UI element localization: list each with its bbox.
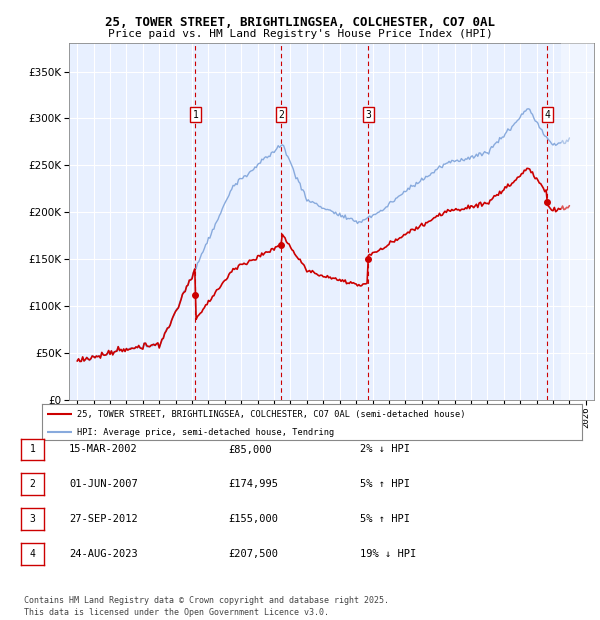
Text: 19% ↓ HPI: 19% ↓ HPI (360, 549, 416, 559)
Text: 01-JUN-2007: 01-JUN-2007 (69, 479, 138, 489)
Text: 2: 2 (278, 110, 284, 120)
Text: 25, TOWER STREET, BRIGHTLINGSEA, COLCHESTER, CO7 0AL (semi-detached house): 25, TOWER STREET, BRIGHTLINGSEA, COLCHES… (77, 410, 466, 418)
Text: £155,000: £155,000 (228, 514, 278, 524)
Text: 24-AUG-2023: 24-AUG-2023 (69, 549, 138, 559)
Text: £85,000: £85,000 (228, 445, 272, 454)
Text: 25, TOWER STREET, BRIGHTLINGSEA, COLCHESTER, CO7 0AL: 25, TOWER STREET, BRIGHTLINGSEA, COLCHES… (105, 16, 495, 29)
Text: £207,500: £207,500 (228, 549, 278, 559)
Text: 5% ↑ HPI: 5% ↑ HPI (360, 479, 410, 489)
Text: 1: 1 (29, 445, 35, 454)
Text: 5% ↑ HPI: 5% ↑ HPI (360, 514, 410, 524)
Text: 1: 1 (193, 110, 199, 120)
Text: 3: 3 (365, 110, 371, 120)
Text: 2% ↓ HPI: 2% ↓ HPI (360, 445, 410, 454)
Text: 27-SEP-2012: 27-SEP-2012 (69, 514, 138, 524)
Text: £174,995: £174,995 (228, 479, 278, 489)
Text: 15-MAR-2002: 15-MAR-2002 (69, 445, 138, 454)
Bar (561, 43, 594, 400)
Text: Contains HM Land Registry data © Crown copyright and database right 2025.
This d: Contains HM Land Registry data © Crown c… (24, 596, 389, 617)
Text: 4: 4 (29, 549, 35, 559)
Text: 2: 2 (29, 479, 35, 489)
Bar (561, 43, 594, 400)
Text: 3: 3 (29, 514, 35, 524)
Text: HPI: Average price, semi-detached house, Tendring: HPI: Average price, semi-detached house,… (77, 428, 334, 436)
Text: 4: 4 (544, 110, 550, 120)
Text: Price paid vs. HM Land Registry's House Price Index (HPI): Price paid vs. HM Land Registry's House … (107, 29, 493, 39)
